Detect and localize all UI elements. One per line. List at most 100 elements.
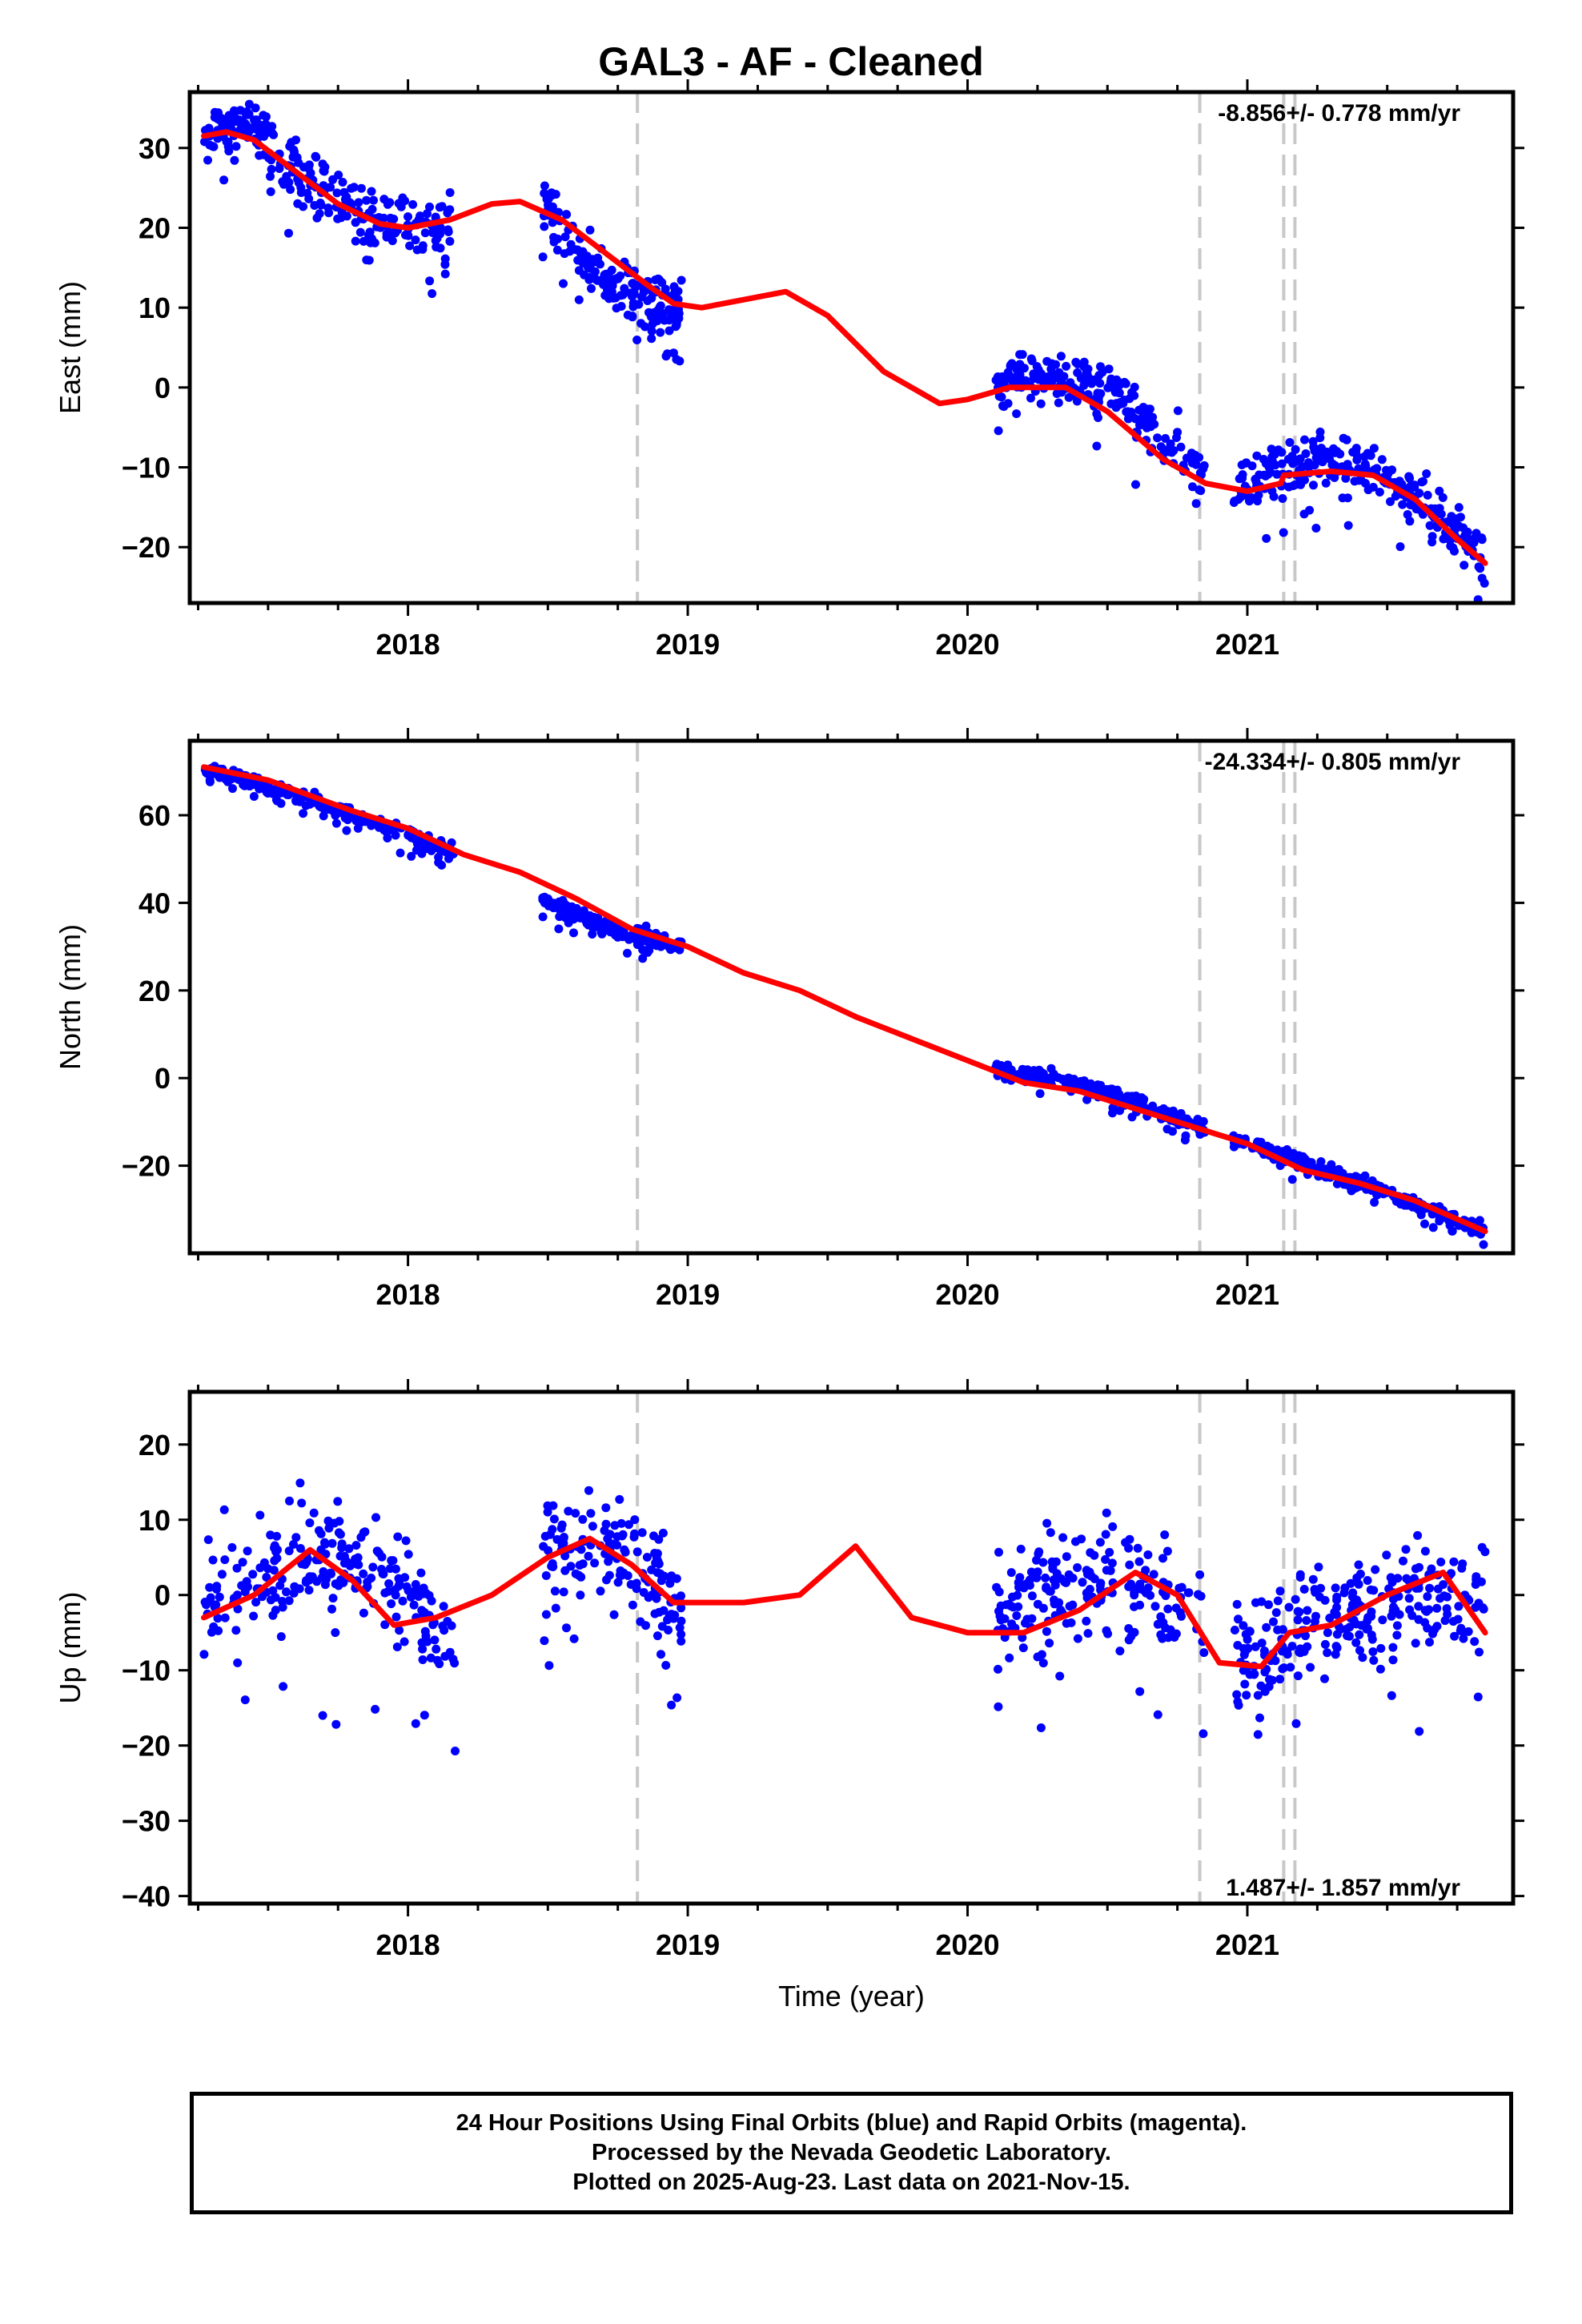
data-point xyxy=(335,1517,344,1526)
data-point xyxy=(392,1642,402,1651)
data-point xyxy=(634,300,644,309)
data-point xyxy=(540,1531,550,1541)
data-point xyxy=(670,286,680,296)
data-point xyxy=(391,1612,401,1622)
data-point xyxy=(1077,1534,1086,1544)
data-point xyxy=(1291,1719,1301,1728)
data-point xyxy=(297,1498,307,1508)
plot-area xyxy=(200,741,1488,1253)
data-point xyxy=(1021,376,1030,385)
data-point xyxy=(1265,1675,1274,1684)
data-point xyxy=(1101,1530,1110,1539)
data-point xyxy=(1163,1604,1173,1614)
data-point xyxy=(656,328,665,337)
data-point xyxy=(1135,1600,1145,1610)
data-point xyxy=(1094,413,1102,422)
data-point xyxy=(1342,435,1351,444)
data-point xyxy=(1071,357,1081,367)
data-point xyxy=(223,137,233,147)
data-point xyxy=(601,1503,611,1513)
rate-label: 1.487+/- 1.857 mm/yr xyxy=(1226,1875,1460,1901)
data-point xyxy=(658,1528,668,1538)
data-point xyxy=(674,314,684,323)
data-point xyxy=(1425,1583,1435,1593)
data-point xyxy=(1138,1097,1147,1107)
data-point xyxy=(1106,1084,1115,1094)
data-point xyxy=(1309,442,1319,452)
data-point xyxy=(1348,1588,1358,1598)
data-point xyxy=(1036,1723,1046,1732)
data-point xyxy=(282,1587,291,1597)
data-point xyxy=(382,827,391,837)
data-point xyxy=(420,1711,429,1720)
data-point xyxy=(296,183,306,192)
data-point xyxy=(445,236,455,246)
data-point xyxy=(1432,1603,1442,1613)
data-point xyxy=(665,326,674,336)
data-point xyxy=(344,1544,354,1554)
data-point xyxy=(1012,1611,1022,1620)
data-point xyxy=(1329,444,1339,453)
data-point xyxy=(655,308,665,318)
data-point xyxy=(291,135,300,145)
data-point xyxy=(359,1569,368,1578)
data-point xyxy=(1375,488,1384,497)
data-point xyxy=(1174,1583,1184,1593)
data-point xyxy=(571,1509,580,1518)
data-point xyxy=(1305,505,1315,515)
data-point xyxy=(540,1636,549,1646)
data-point xyxy=(1122,407,1131,416)
data-point xyxy=(639,1588,648,1597)
data-point xyxy=(630,1515,640,1525)
x-tick-label: 2020 xyxy=(935,628,999,661)
data-point xyxy=(1436,509,1446,519)
data-point xyxy=(1425,521,1435,530)
data-point xyxy=(412,1590,422,1599)
data-point xyxy=(1026,1567,1036,1577)
data-point xyxy=(1459,523,1468,533)
data-point xyxy=(1195,485,1204,495)
data-point xyxy=(1131,480,1140,489)
data-point xyxy=(243,1546,252,1556)
data-point xyxy=(368,1562,378,1572)
data-point xyxy=(1230,1626,1239,1634)
data-point xyxy=(667,1700,677,1710)
data-point xyxy=(644,946,654,955)
y-tick-label: 40 xyxy=(139,887,171,919)
y-tick-label: 10 xyxy=(139,292,171,324)
data-point xyxy=(445,188,455,197)
data-point xyxy=(231,1626,241,1635)
data-point xyxy=(661,1661,671,1670)
data-point xyxy=(432,1655,442,1665)
data-point xyxy=(1027,1591,1037,1601)
data-point xyxy=(259,126,268,135)
data-point xyxy=(1428,1223,1438,1232)
data-point xyxy=(1427,537,1437,547)
data-point xyxy=(295,1478,305,1488)
data-point xyxy=(548,218,557,227)
data-point xyxy=(238,1558,247,1567)
data-point xyxy=(1438,493,1447,502)
data-point xyxy=(421,1589,431,1598)
data-point xyxy=(1262,1622,1271,1632)
data-point xyxy=(1287,1175,1297,1184)
data-point xyxy=(1259,455,1268,464)
data-point xyxy=(1473,1692,1483,1702)
data-point xyxy=(304,1586,314,1595)
data-point xyxy=(551,1603,560,1613)
footer-line-2: Processed by the Nevada Geodetic Laborat… xyxy=(592,2140,1111,2165)
data-point xyxy=(1325,1614,1335,1622)
data-point xyxy=(251,780,260,790)
data-point xyxy=(418,1644,428,1654)
data-point xyxy=(1034,375,1043,384)
data-point xyxy=(654,1534,664,1544)
data-point xyxy=(1411,1564,1420,1574)
data-point xyxy=(363,1578,372,1586)
panel-2: −20 0 20 40 60 2018 2019 2020 2021 North (mm) -24.… xyxy=(54,728,1524,1311)
data-point xyxy=(1033,1567,1042,1577)
data-point xyxy=(620,1545,629,1554)
data-point xyxy=(328,1594,338,1603)
data-point xyxy=(423,209,432,219)
data-point xyxy=(1239,1621,1248,1630)
data-point xyxy=(1046,1063,1056,1073)
